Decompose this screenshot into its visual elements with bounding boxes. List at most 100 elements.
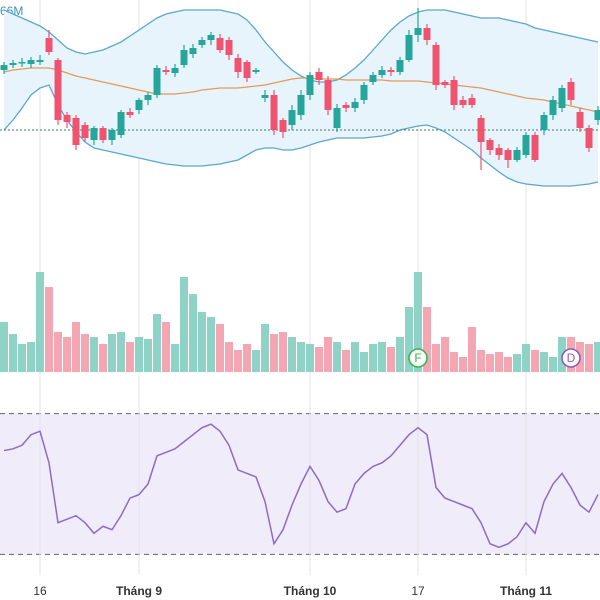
candle-body	[63, 115, 71, 122]
candle-body	[432, 45, 440, 85]
volume-bar	[225, 342, 233, 372]
candle-body	[405, 35, 413, 60]
candle-body	[576, 112, 584, 128]
volume-bar	[279, 332, 287, 372]
candle-body	[153, 68, 161, 95]
volume-bar	[585, 344, 593, 372]
volume-bar	[360, 352, 368, 372]
volume-bar	[594, 342, 600, 372]
candle-body	[135, 100, 143, 110]
candle-body	[378, 70, 386, 75]
volume-bar	[369, 344, 377, 372]
band-middle	[3, 67, 599, 113]
volume-bar	[252, 350, 260, 372]
candle-body	[522, 135, 530, 155]
volume-bar	[234, 350, 242, 372]
volume-bar	[477, 350, 485, 372]
volume-bar	[441, 337, 449, 372]
candle-body	[72, 118, 80, 145]
volume-bar	[171, 344, 179, 372]
volume-bar	[306, 344, 314, 372]
volume-bar	[432, 344, 440, 372]
volume-bar	[459, 357, 467, 372]
candle-body	[270, 95, 278, 130]
volume-bar	[90, 337, 98, 372]
candle-body	[360, 85, 368, 100]
candle-body	[585, 128, 593, 148]
x-tick-label: Tháng 10	[284, 584, 337, 598]
volume-bar	[27, 342, 35, 372]
volume-bar	[288, 337, 296, 372]
volume-bar	[243, 344, 251, 372]
volume-bar	[486, 354, 494, 372]
x-tick-label: Tháng 11	[500, 584, 552, 598]
x-tick-label: Tháng 9	[116, 584, 162, 598]
candle-body	[297, 95, 305, 115]
oscillator-zone	[0, 413, 600, 555]
candle-body	[90, 128, 98, 140]
volume-bar	[333, 342, 341, 372]
volume-bar	[18, 344, 26, 372]
event-marker	[408, 348, 428, 368]
candle-body	[342, 105, 350, 108]
candle-body	[162, 70, 170, 72]
volume-bar	[189, 294, 197, 372]
candle-body	[252, 70, 260, 72]
candle-body	[423, 28, 431, 40]
candle-body	[504, 150, 512, 160]
candle-body	[288, 110, 296, 125]
volume-bar	[351, 342, 359, 372]
volume-bar	[9, 334, 17, 372]
candle-body	[180, 50, 188, 65]
volume-bar	[54, 332, 62, 372]
candle-body	[450, 80, 458, 105]
event-marker	[561, 348, 581, 368]
candle-body	[189, 48, 197, 54]
volume-bar	[45, 287, 53, 372]
volume-bar	[405, 307, 413, 372]
candle-body	[144, 95, 152, 100]
candle-body	[468, 98, 476, 105]
candle-body	[108, 130, 116, 140]
candle-body	[477, 118, 485, 142]
candle-body	[27, 60, 35, 64]
candle-body	[567, 82, 575, 100]
candle-body	[234, 58, 242, 72]
candle-body	[558, 88, 566, 108]
volume-bar	[450, 352, 458, 372]
volume-bar	[135, 337, 143, 372]
volume-bar	[108, 334, 116, 372]
volume-bar	[540, 352, 548, 372]
candle-body	[333, 108, 341, 128]
candle-body	[306, 75, 314, 95]
volume-bar	[549, 357, 557, 372]
candle-body	[261, 95, 269, 98]
volume-bar	[513, 354, 521, 372]
candle-body	[0, 65, 8, 70]
volume-bar	[315, 347, 323, 372]
candle-body	[387, 70, 395, 72]
candle-body	[18, 62, 26, 64]
volume-bar	[270, 334, 278, 372]
candle-body	[459, 100, 467, 105]
candle-body	[315, 72, 323, 80]
volume-bar	[63, 337, 71, 372]
band-lower	[3, 84, 599, 187]
candle-body	[225, 40, 233, 55]
volume-bar	[522, 344, 530, 372]
volume-bar	[198, 312, 206, 372]
candle-body	[198, 40, 206, 45]
candle-body	[351, 102, 359, 108]
volume-bar	[99, 344, 107, 372]
volume-bar	[153, 314, 161, 372]
candle-body	[54, 60, 62, 120]
candle-body	[549, 100, 557, 115]
volume-bar	[495, 352, 503, 372]
volume-bar	[396, 337, 404, 372]
candle-body	[243, 62, 251, 78]
candle-body	[126, 112, 134, 115]
volume-bar	[0, 322, 8, 372]
volume-bar	[414, 272, 422, 372]
volume-bar	[207, 317, 215, 372]
